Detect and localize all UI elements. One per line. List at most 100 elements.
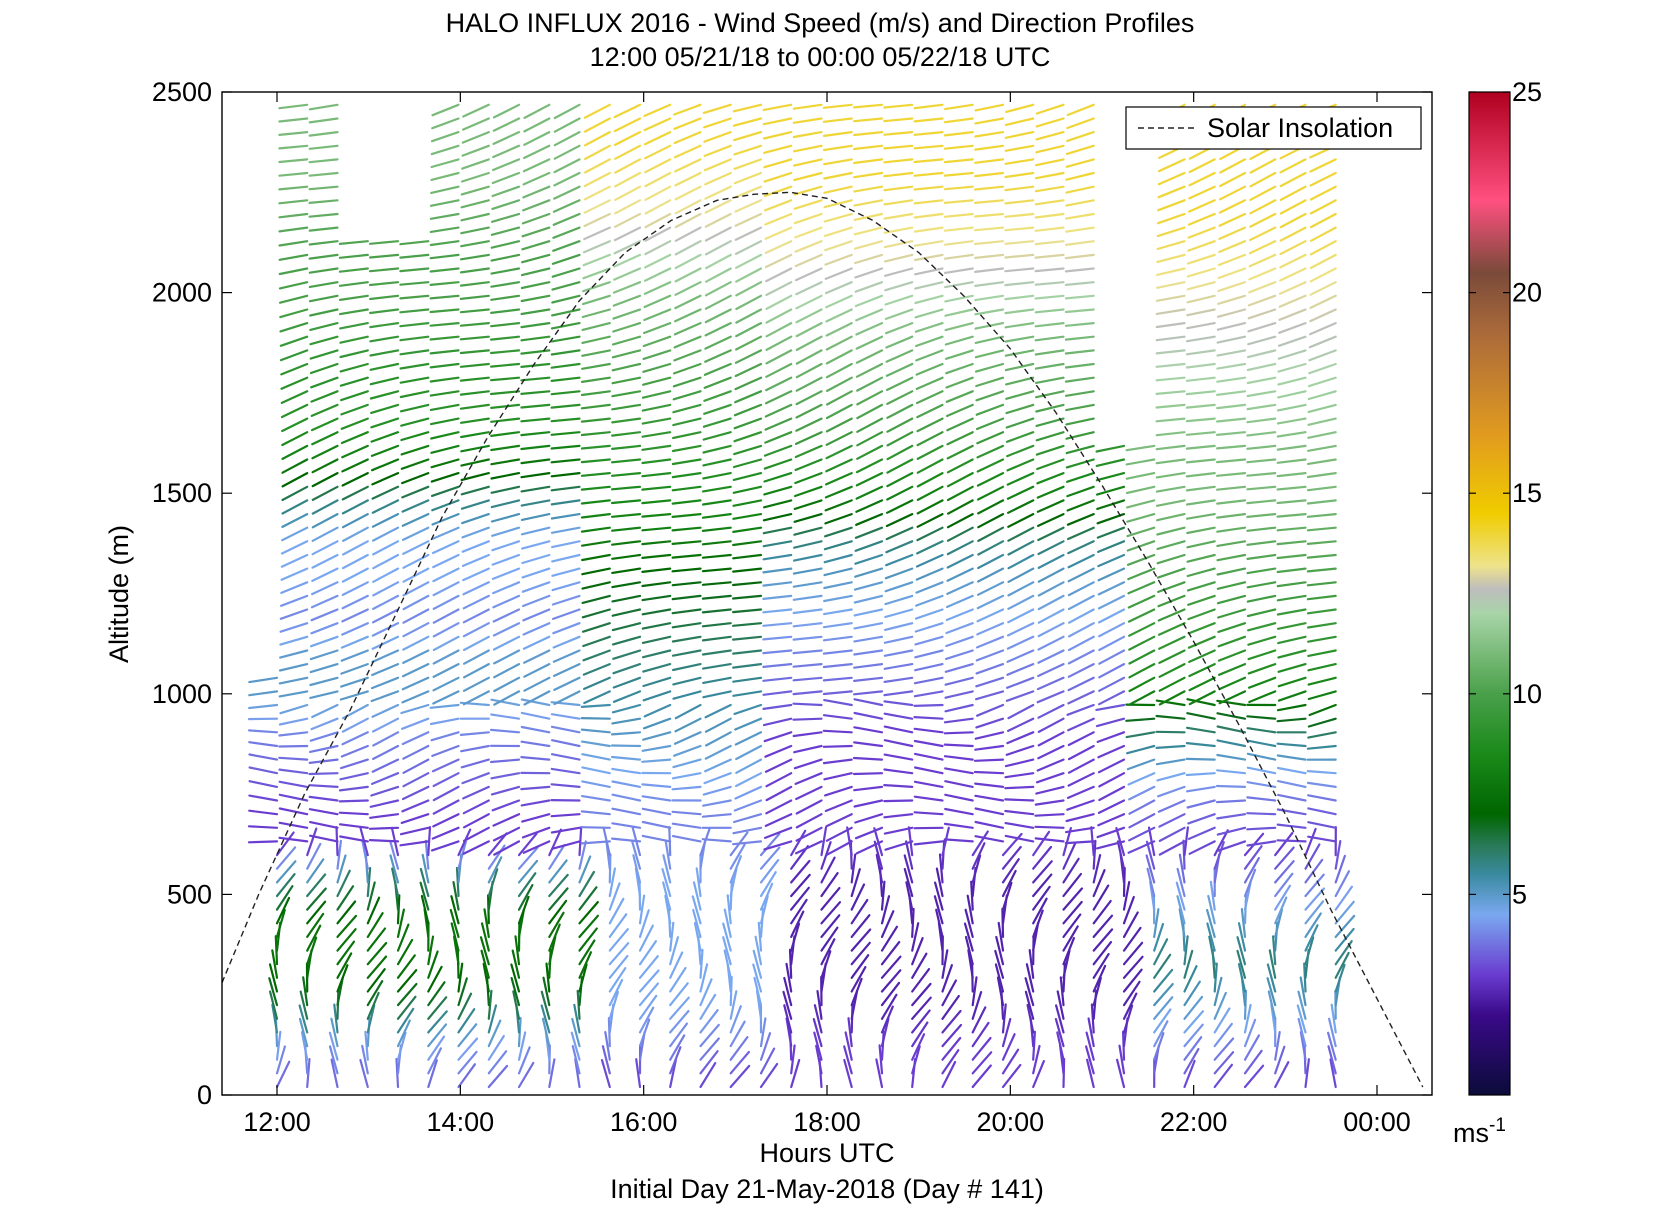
wind-barb	[946, 581, 974, 596]
wind-barb	[941, 963, 954, 993]
wind-barb	[1035, 144, 1065, 154]
wind-barb	[1327, 1045, 1337, 1075]
wind-barb	[812, 1017, 823, 1048]
wind-barb	[671, 594, 702, 601]
wind-barb	[548, 1058, 556, 1089]
wind-barb	[1066, 799, 1095, 811]
wind-barb	[402, 581, 430, 597]
wind-barb	[1330, 1003, 1337, 1034]
wind-barb	[671, 512, 702, 519]
wind-barb	[732, 472, 763, 481]
wind-barb	[366, 941, 388, 966]
wind-barb	[885, 362, 914, 377]
wind-barb	[699, 963, 709, 993]
wind-barb	[759, 832, 781, 857]
wind-barb	[520, 431, 551, 437]
wind-barb	[853, 698, 884, 707]
wind-barb	[371, 772, 400, 786]
wind-barb	[1276, 808, 1307, 816]
wind-barb	[1246, 403, 1277, 411]
wind-barb	[816, 989, 823, 1020]
wind-barb	[1001, 1033, 1016, 1061]
wind-barb	[1004, 772, 1035, 779]
wind-barb	[844, 1031, 853, 1061]
wind-barb	[371, 635, 400, 650]
wind-barb	[517, 1031, 527, 1061]
wind-barb	[610, 472, 642, 477]
wind-barb	[1276, 793, 1307, 802]
wind-barb	[1185, 403, 1216, 409]
wind-barb	[582, 267, 611, 280]
wind-barb	[580, 444, 611, 450]
wind-barb	[308, 795, 339, 802]
wind-barb	[641, 649, 672, 659]
wind-barb	[1004, 798, 1035, 802]
wind-barb	[762, 581, 793, 587]
wind-barb	[823, 785, 853, 797]
wind-barb	[944, 767, 974, 775]
wind-barb	[611, 780, 642, 789]
wind-barb	[1188, 171, 1216, 187]
wind-barb	[997, 921, 1005, 952]
wind-barb	[401, 512, 430, 527]
wind-barb	[846, 826, 853, 857]
wind-barb	[366, 991, 380, 1020]
wind-barb	[1125, 499, 1156, 509]
wind-barb	[432, 649, 460, 665]
wind-barb	[850, 853, 857, 884]
wind-barb	[732, 813, 763, 824]
wind-barb	[366, 980, 384, 1007]
wind-barb	[704, 185, 732, 200]
wind-barb	[521, 813, 551, 823]
wind-barb	[669, 951, 684, 979]
wind-barb	[1309, 240, 1337, 256]
wind-barb	[1067, 717, 1095, 732]
wind-barb	[822, 690, 853, 696]
wind-barb	[946, 526, 974, 542]
wind-barb	[1274, 896, 1288, 925]
wind-barb	[914, 649, 944, 659]
wind-barb	[1032, 873, 1053, 898]
wind-barb	[368, 838, 400, 843]
wind-barb	[1122, 955, 1144, 979]
wind-barb	[704, 717, 732, 733]
wind-barb	[1064, 253, 1095, 260]
wind-barb	[674, 199, 702, 215]
wind-barb	[638, 940, 658, 966]
wind-barb	[1064, 322, 1095, 327]
wind-barb	[673, 349, 702, 362]
wind-barb	[429, 253, 460, 260]
wind-barb	[855, 472, 884, 487]
wind-barb	[613, 253, 642, 268]
wind-barb	[490, 240, 521, 249]
wind-barb	[1065, 472, 1095, 483]
wind-barb	[1306, 499, 1337, 505]
wind-barb	[462, 567, 490, 582]
wind-barb	[1246, 431, 1277, 437]
wind-barb	[1125, 731, 1156, 739]
wind-barb	[790, 898, 808, 925]
wind-barb	[550, 444, 581, 450]
wind-barb	[1155, 376, 1186, 382]
wind-barb	[734, 376, 763, 391]
wind-barb	[913, 715, 944, 720]
wind-barb	[643, 703, 672, 718]
wind-barb	[1218, 226, 1247, 240]
wind-barb	[431, 117, 460, 130]
wind-barb	[1097, 553, 1126, 568]
wind-barb	[853, 226, 884, 236]
wind-barb	[462, 840, 490, 855]
wind-barb	[1034, 335, 1065, 342]
wind-barb	[490, 403, 521, 409]
wind-barb	[610, 837, 642, 843]
chart-title: HALO INFLUX 2016 - Wind Speed (m/s) and …	[446, 8, 1195, 38]
wind-barb	[933, 881, 944, 911]
wind-barb	[372, 731, 400, 747]
wind-barb	[1034, 212, 1065, 219]
wind-barb	[611, 349, 642, 359]
wind-barb	[632, 854, 642, 884]
wind-barb	[1004, 171, 1035, 179]
wind-barb	[368, 826, 400, 830]
wind-barb	[328, 1045, 339, 1075]
wind-barb	[372, 594, 400, 611]
